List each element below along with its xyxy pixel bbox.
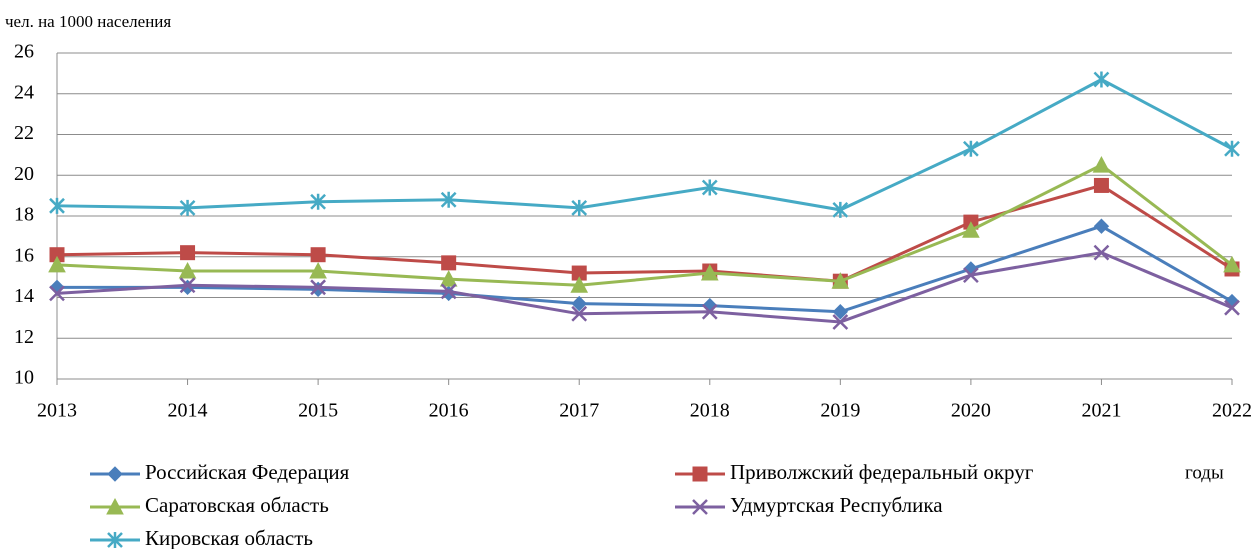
data-point — [309, 261, 327, 279]
y-tick-label: 20 — [14, 163, 34, 185]
data-point — [180, 245, 196, 261]
data-point — [310, 279, 326, 296]
legend-label: Саратовская область — [145, 493, 329, 517]
y-tick-label: 18 — [14, 204, 34, 226]
data-point — [571, 305, 588, 322]
series-line — [56, 183, 1233, 283]
data-point — [1093, 218, 1110, 234]
x-tick-label: 2016 — [429, 400, 469, 422]
y-tick-label: 14 — [14, 285, 34, 307]
y-tick-label: 26 — [14, 41, 34, 63]
data-point — [963, 267, 979, 283]
data-point — [1093, 177, 1109, 193]
y-axis-label: чел. на 1000 населения — [5, 12, 171, 31]
legend-marker — [107, 532, 123, 548]
data-point — [179, 277, 196, 294]
series-line — [57, 224, 1233, 314]
x-tick-label: 2019 — [820, 400, 860, 422]
data-point — [571, 295, 587, 312]
data-point — [440, 283, 457, 300]
data-point — [310, 193, 326, 210]
y-tick-label: 12 — [14, 326, 34, 348]
data-point — [701, 303, 718, 320]
x-tick-label: 2022 — [1212, 400, 1252, 422]
y-tick-label: 16 — [14, 244, 34, 266]
series-line — [56, 163, 1233, 287]
data-point — [831, 272, 850, 289]
series-line — [56, 77, 1233, 212]
data-point — [178, 261, 197, 279]
data-point — [832, 304, 849, 320]
data-point — [1093, 71, 1110, 88]
data-point — [1093, 244, 1110, 261]
data-point — [1224, 140, 1240, 157]
legend-marker — [107, 466, 123, 482]
legend-marker — [106, 497, 124, 515]
data-point — [1092, 156, 1111, 173]
data-point — [1223, 255, 1241, 273]
data-point — [963, 140, 979, 157]
data-point — [832, 201, 849, 218]
data-point — [962, 221, 980, 238]
data-point — [49, 197, 65, 214]
data-point — [1224, 299, 1240, 316]
y-tick-label: 22 — [14, 122, 34, 144]
x-axis-label: годы — [1185, 462, 1224, 483]
legend-label: Удмуртская Республика — [730, 493, 943, 517]
x-tick-label: 2020 — [951, 400, 991, 422]
data-point — [48, 255, 66, 273]
x-tick-label: 2013 — [37, 400, 77, 422]
x-tick-label: 2015 — [298, 400, 338, 422]
legend-label: Приволжский федеральный округ — [730, 460, 1034, 484]
y-tick-label: 10 — [14, 367, 34, 389]
data-point — [701, 179, 718, 196]
data-point — [179, 279, 196, 296]
data-point — [441, 255, 457, 271]
series-line — [56, 251, 1233, 324]
x-tick-label: 2017 — [559, 400, 599, 422]
legend-marker — [692, 466, 708, 482]
legend-marker — [692, 499, 708, 515]
data-point — [440, 191, 457, 208]
legend-label: Российская Федерация — [145, 460, 350, 484]
data-point — [439, 270, 458, 287]
data-point — [570, 276, 589, 293]
data-point — [700, 263, 719, 281]
data-point — [832, 314, 849, 330]
x-tick-label: 2014 — [168, 400, 208, 422]
legend-label: Кировская область — [145, 526, 313, 549]
data-point — [310, 281, 326, 298]
x-tick-label: 2021 — [1081, 400, 1121, 422]
data-point — [179, 199, 196, 216]
data-point — [310, 247, 326, 263]
x-tick-label: 2018 — [690, 400, 730, 422]
y-tick-label: 24 — [14, 81, 34, 103]
legend: Российская Федерация Приволжский федераль… — [90, 460, 1034, 549]
data-point — [49, 285, 65, 302]
data-point — [571, 199, 588, 216]
